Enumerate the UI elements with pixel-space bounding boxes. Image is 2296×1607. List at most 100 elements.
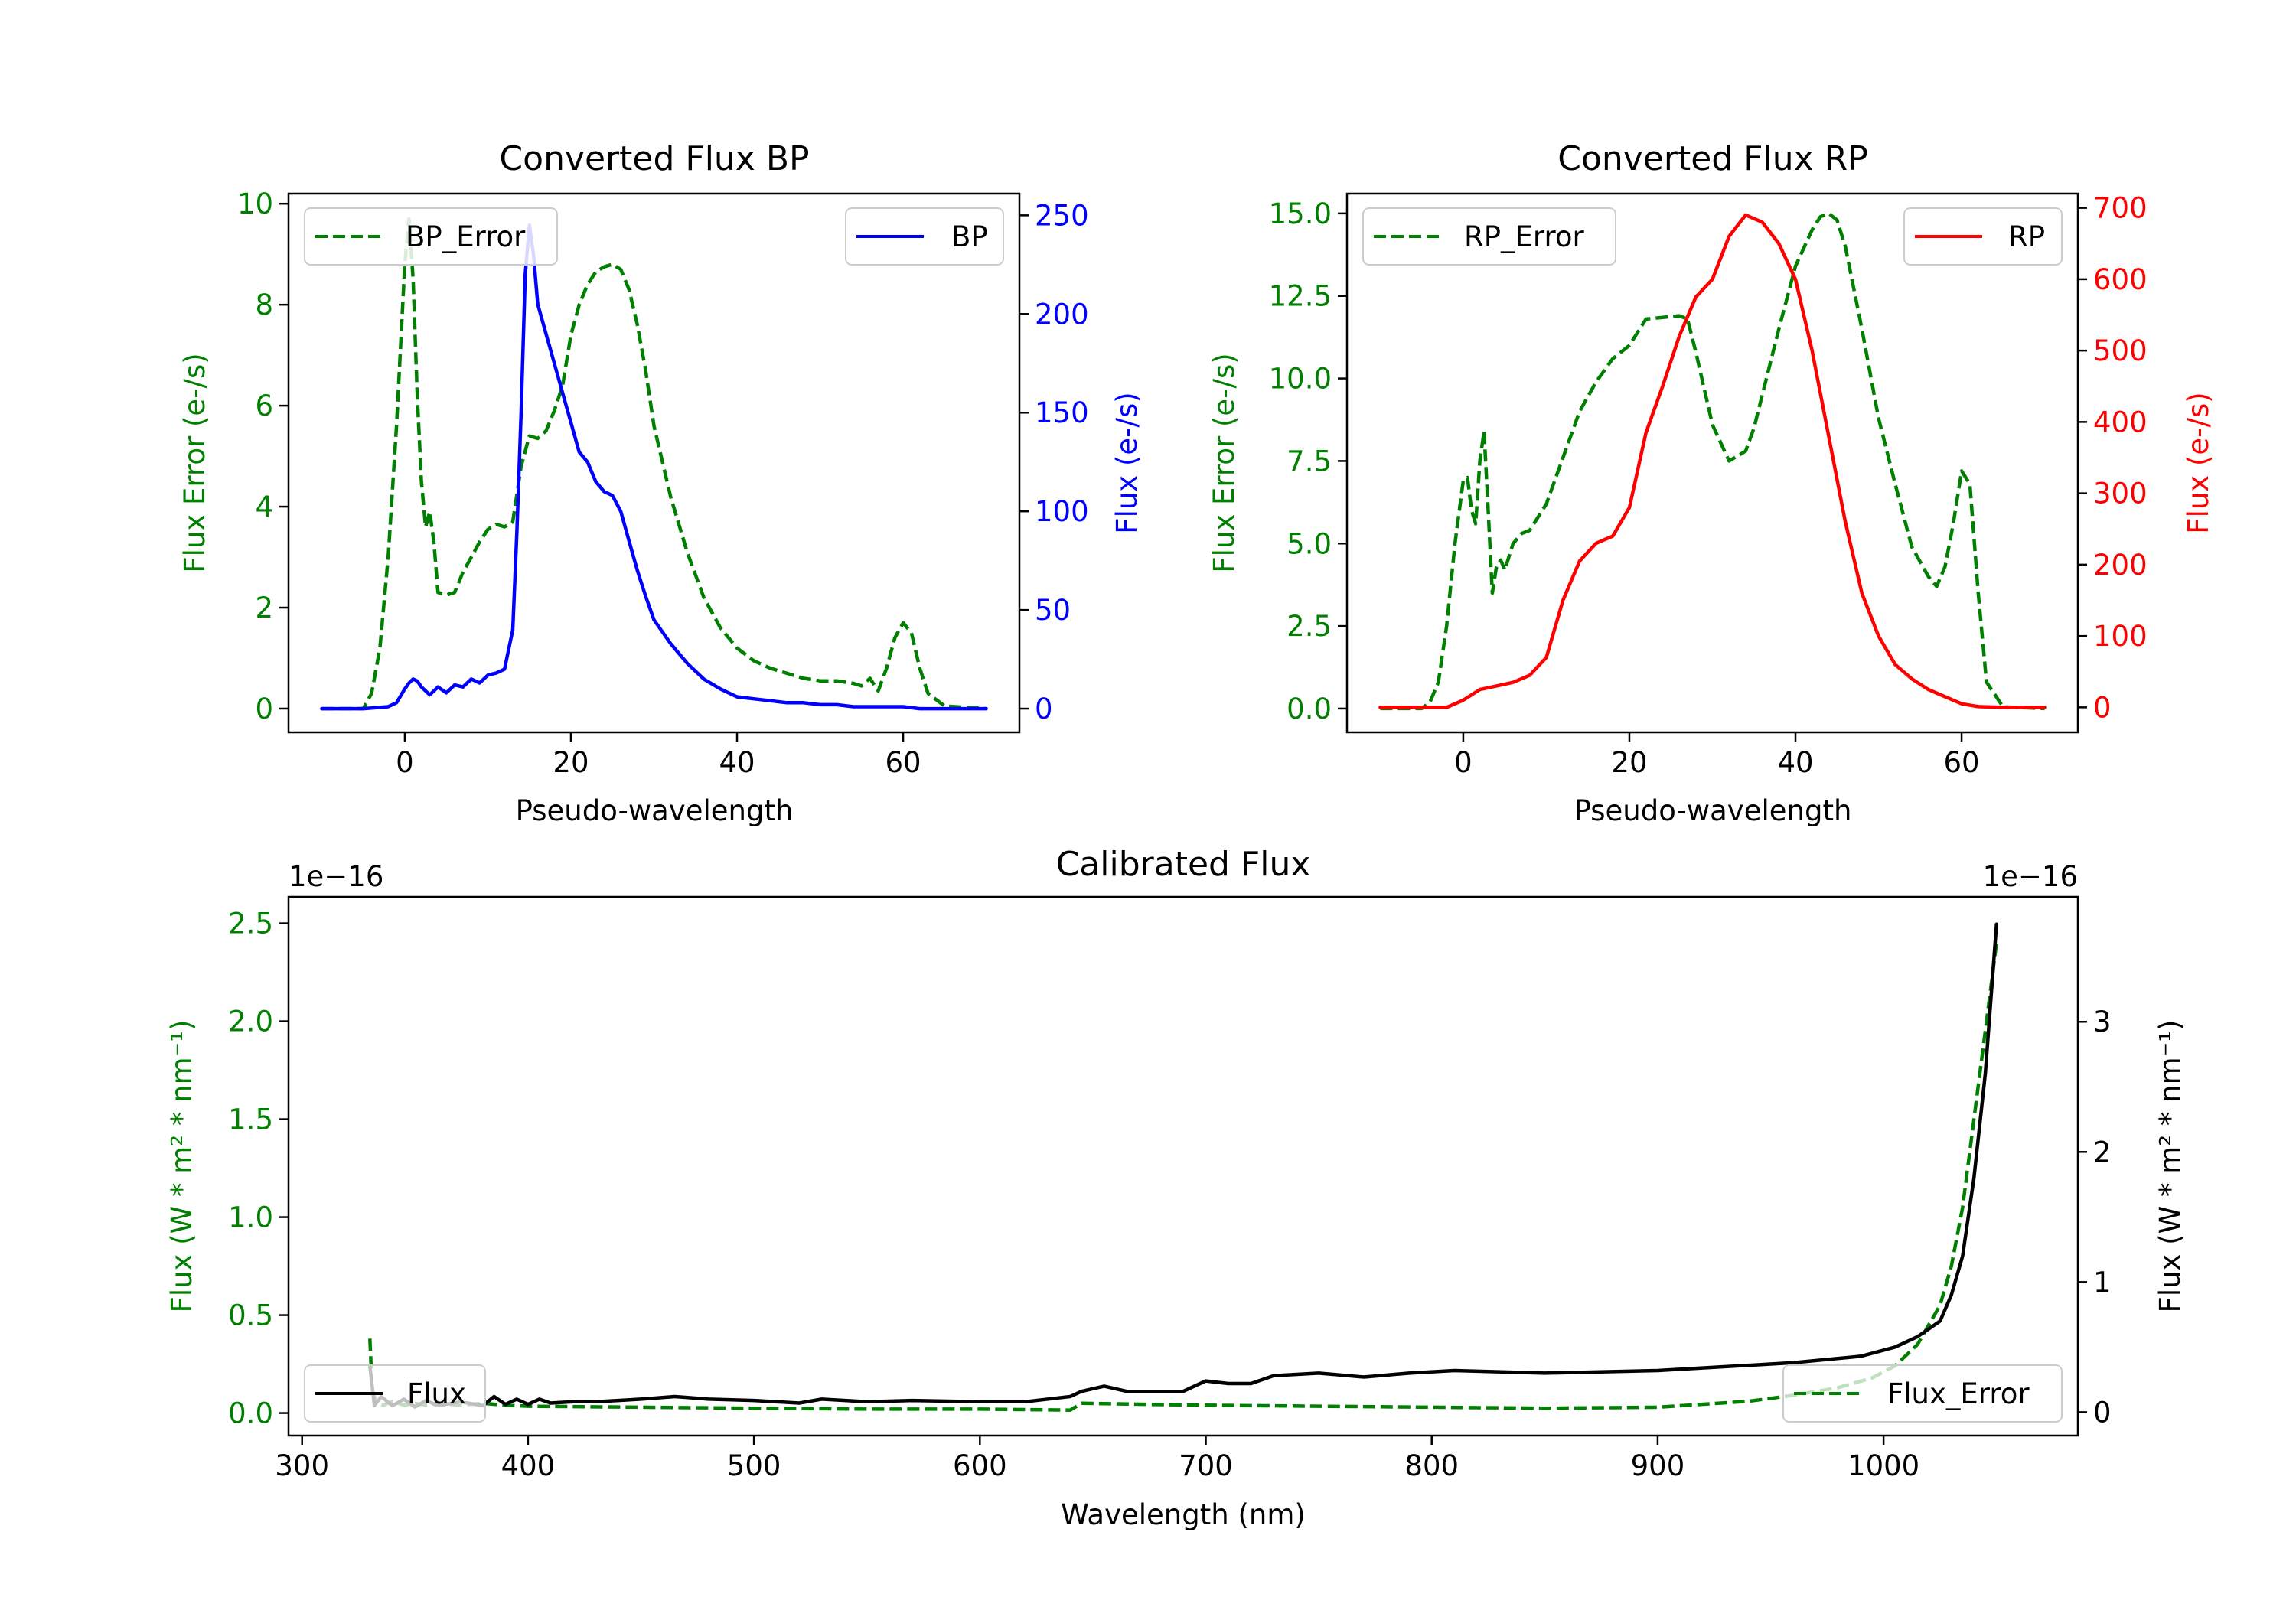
panel-bp-right-ticks: 0 50 100 150 200 250 <box>1019 199 1089 725</box>
panel-bp-right-y-label: Flux (e-/s) <box>1110 392 1143 533</box>
panel-rp-series-rp-error <box>1380 211 2045 711</box>
x-tick-label: 0 <box>396 746 414 779</box>
panel-calibrated-left-ticks: 0.0 0.5 1.0 1.5 2.0 2.5 <box>228 908 289 1430</box>
panel-calibrated-legend-flux-label: Flux <box>407 1377 466 1410</box>
right-y-tick-label: 100 <box>1035 495 1089 528</box>
panel-bp-legend-flux: BP <box>845 207 1004 266</box>
panel-bp-left-y-label: Flux Error (e-/s) <box>178 353 211 572</box>
left-y-tick-label: 10 <box>237 187 273 220</box>
x-tick-label: 40 <box>719 746 755 779</box>
panel-bp-x-label: Pseudo-wavelength <box>516 794 794 827</box>
left-y-tick-label: 4 <box>255 491 273 523</box>
right-y-tick-label: 250 <box>1035 199 1089 232</box>
panel-calibrated-left-y-label: Flux (W * m² * nm⁻¹) <box>165 1020 198 1313</box>
panel-calibrated-x-ticks: 300 400 500 600 700 800 900 1000 <box>275 1436 1919 1482</box>
panel-bp-legend-error-label: BP_Error <box>406 220 526 253</box>
left-y-tick-label: 2.5 <box>228 908 273 940</box>
panel-calibrated-legend-error-label: Flux_Error <box>1887 1377 2030 1410</box>
panel-rp-frame <box>1345 192 2079 734</box>
x-tick-label: 60 <box>885 746 921 779</box>
panel-calibrated-legend-flux: Flux <box>304 1364 486 1423</box>
right-y-tick-label: 2 <box>2093 1136 2112 1169</box>
panel-rp-right-ticks: 0 100 200 300 400 500 600 700 <box>2078 192 2148 724</box>
panel-rp: Converted Flux RP 0 20 40 60 0.0 2.5 5.0 7.5 10… <box>1208 139 2215 827</box>
panel-rp-title: Converted Flux RP <box>1557 139 1868 178</box>
panel-calibrated-series-flux-error <box>368 942 1998 1412</box>
panel-bp-title: Converted Flux BP <box>499 139 809 178</box>
left-y-tick-label: 10.0 <box>1269 363 1332 396</box>
left-y-tick-label: 5.0 <box>1287 527 1332 560</box>
x-tick-label: 800 <box>1404 1449 1459 1482</box>
left-y-tick-label: 6 <box>255 390 273 422</box>
panel-bp-plot-area <box>320 217 988 711</box>
panel-bp-legend-flux-label: BP <box>951 220 988 253</box>
panel-rp-left-y-label: Flux Error (e-/s) <box>1208 353 1241 572</box>
panel-bp-series-bp <box>320 223 988 711</box>
right-y-tick-label: 1 <box>2093 1266 2112 1299</box>
panel-bp-legend-error: BP_Error <box>304 207 558 266</box>
panel-calibrated: Calibrated Flux 1e−16 1e−16 300 400 500 600… <box>165 845 2187 1531</box>
x-tick-label: 700 <box>1179 1449 1233 1482</box>
panel-rp-series-rp <box>1378 213 2047 709</box>
right-y-tick-label: 150 <box>1035 396 1089 429</box>
right-y-tick-label: 0 <box>2093 1396 2112 1429</box>
panel-calibrated-x-label: Wavelength (nm) <box>1061 1498 1306 1531</box>
right-y-tick-label: 700 <box>2093 192 2148 225</box>
x-tick-label: 1000 <box>1848 1449 1919 1482</box>
x-tick-label: 20 <box>1611 746 1647 779</box>
panel-bp-frame <box>287 192 1021 734</box>
x-tick-label: 40 <box>1777 746 1813 779</box>
left-y-tick-label: 0.0 <box>1287 693 1332 725</box>
left-y-tick-label: 2.5 <box>1287 610 1332 643</box>
panel-calibrated-right-ticks: 0 1 2 3 <box>2078 1006 2112 1429</box>
panel-rp-legend-error-label: RP_Error <box>1464 220 1584 253</box>
panel-rp-plot-area <box>1378 211 2047 711</box>
panel-rp-left-ticks: 0.0 2.5 5.0 7.5 10.0 12.5 15.0 <box>1269 197 1347 725</box>
panel-calibrated-legend-error: Flux_Error <box>1782 1364 2063 1423</box>
panel-calibrated-frame <box>287 895 2079 1437</box>
right-y-tick-label: 3 <box>2093 1006 2112 1038</box>
right-y-tick-label: 100 <box>2093 620 2148 653</box>
x-tick-label: 60 <box>1944 746 1980 779</box>
panel-rp-right-y-label: Flux (e-/s) <box>2182 392 2215 533</box>
left-y-tick-label: 2 <box>255 592 273 624</box>
x-tick-label: 0 <box>1454 746 1473 779</box>
panel-rp-legend-flux: RP <box>1903 207 2063 266</box>
x-tick-label: 900 <box>1631 1449 1685 1482</box>
panel-bp-x-ticks: 0 20 40 60 <box>396 732 921 779</box>
x-tick-label: 20 <box>553 746 589 779</box>
left-y-tick-label: 2.0 <box>228 1006 273 1038</box>
x-tick-label: 600 <box>953 1449 1007 1482</box>
left-y-tick-label: 0 <box>255 693 273 725</box>
panel-rp-legend-error: RP_Error <box>1362 207 1616 266</box>
panel-rp-x-label: Pseudo-wavelength <box>1574 794 1852 827</box>
x-tick-label: 400 <box>501 1449 556 1482</box>
left-y-tick-label: 12.5 <box>1269 280 1332 313</box>
left-y-tick-label: 8 <box>255 288 273 321</box>
panel-bp-left-ticks: 0 2 4 6 8 10 <box>237 187 289 725</box>
right-y-tick-label: 200 <box>2093 549 2148 582</box>
x-tick-label: 500 <box>727 1449 781 1482</box>
panel-calibrated-left-offset: 1e−16 <box>289 860 383 893</box>
left-y-tick-label: 15.0 <box>1269 197 1332 230</box>
right-y-tick-label: 50 <box>1035 594 1071 627</box>
right-y-tick-label: 0 <box>1035 693 1053 725</box>
panel-calibrated-right-offset: 1e−16 <box>1983 860 2078 893</box>
right-y-tick-label: 300 <box>2093 478 2148 510</box>
right-y-tick-label: 0 <box>2093 691 2112 724</box>
left-y-tick-label: 1.5 <box>228 1103 273 1136</box>
right-y-tick-label: 400 <box>2093 406 2148 438</box>
x-tick-label: 300 <box>275 1449 329 1482</box>
panel-rp-x-ticks: 0 20 40 60 <box>1454 732 1980 779</box>
right-y-tick-label: 500 <box>2093 334 2148 367</box>
right-y-tick-label: 200 <box>1035 298 1089 331</box>
panel-rp-legend-flux-label: RP <box>2008 220 2045 253</box>
left-y-tick-label: 0.0 <box>228 1397 273 1430</box>
panel-bp-series-bp-error <box>321 217 987 711</box>
left-y-tick-label: 0.5 <box>228 1299 273 1332</box>
panel-calibrated-title: Calibrated Flux <box>1056 845 1311 884</box>
panel-calibrated-right-y-label: Flux (W * m² * nm⁻¹) <box>2154 1020 2187 1313</box>
panel-bp: Converted Flux BP 0 20 40 60 0 2 4 6 8 10 0 50 100… <box>178 139 1143 827</box>
left-y-tick-label: 1.0 <box>228 1201 273 1234</box>
